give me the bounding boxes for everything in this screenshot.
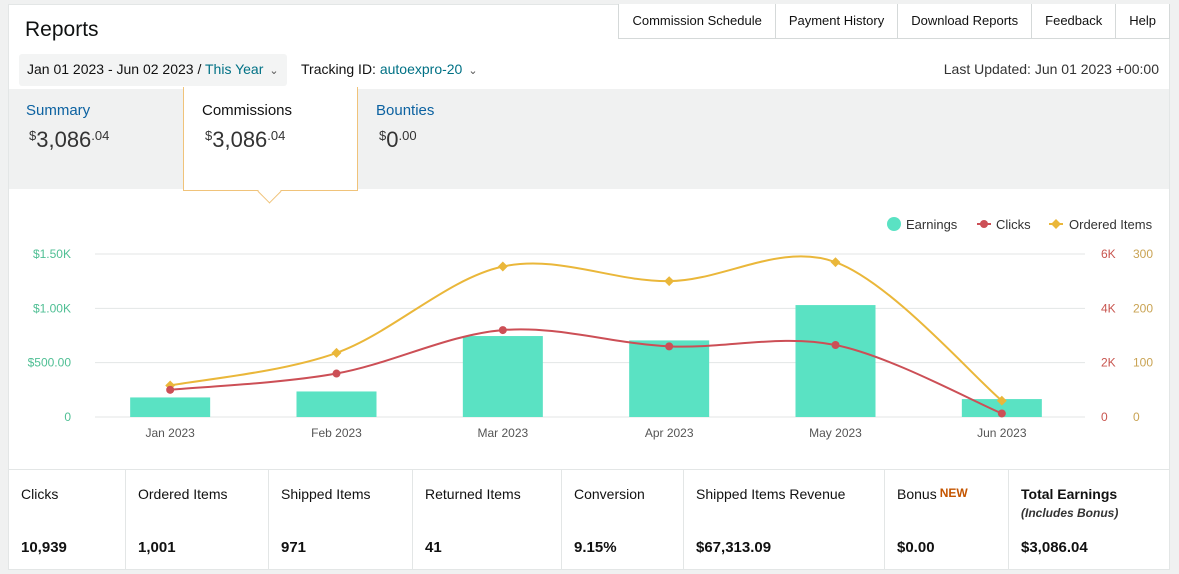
earnings-chart: 0 0 0 $500.00 2K 100 $1.00K 4K 200 $1.50K 6K 300 Jan… [28,217,1153,440]
stat-ordered-items: Ordered Items 1,001 [125,470,268,570]
stat-total-earnings-label: Total Earnings [1021,486,1118,502]
reports-panel: Reports Commission Schedule Payment Hist… [8,4,1170,570]
stat-conversion: Conversion 9.15% [561,470,683,570]
ordered-items-point[interactable] [996,395,1007,406]
legend-ordered-label: Ordered Items [1069,217,1153,232]
date-range-separator: / [193,61,205,77]
x-axis-tick-label: Jun 2023 [977,426,1027,440]
earnings-bar[interactable] [629,340,710,417]
stat-shipped-revenue-value: $67,313.09 [696,539,772,556]
y-axis-right-clicks-tick-label: 2K [1101,356,1116,370]
x-axis-tick-label: Apr 2023 [645,426,694,440]
stat-returned-items-value: 41 [425,539,442,556]
clicks-point[interactable] [831,341,840,350]
tracking-id-dropdown[interactable]: Tracking ID: autoexpro-20 ⌄ [301,54,478,86]
page-title: Reports [25,18,99,41]
stat-total-earnings-note: (Includes Bonus) [1021,506,1119,520]
y-axis-right-items-tick-label: 0 [1133,410,1140,424]
payment-history-link[interactable]: Payment History [774,4,897,38]
earnings-bar[interactable] [296,391,377,417]
stats-bar: Clicks 10,939 Ordered Items 1,001 Shippe… [9,469,1169,570]
help-link[interactable]: Help [1115,4,1169,38]
ordered-items-point[interactable] [664,276,675,287]
tab-commissions-label: Commissions [202,102,293,119]
date-range-dropdown[interactable]: Jan 01 2023 - Jun 02 2023 / This Year ⌄ [19,54,287,86]
legend-earnings-swatch [887,217,901,231]
tab-summary-label: Summary [26,102,91,119]
y-axis-right-clicks-tick-label: 6K [1101,247,1116,261]
tab-commissions[interactable]: Commissions $3,086.04 [183,87,358,204]
tab-summary[interactable]: Summary $3,086.04 [26,89,176,189]
ordered-items-point[interactable] [331,347,342,358]
ordered-items-line [169,255,1003,402]
clicks-point[interactable] [498,326,507,335]
y-axis-right-items-tick-label: 100 [1133,356,1153,370]
feedback-link[interactable]: Feedback [1031,4,1115,38]
new-badge: NEW [939,486,968,500]
stat-shipped-items-value: 971 [281,539,307,556]
stat-returned-items: Returned Items 41 [412,470,561,570]
stat-conversion-value: 9.15% [574,539,617,556]
legend-clicks-label: Clicks [996,217,1031,232]
y-axis-right-items-tick-label: 300 [1133,247,1153,261]
chevron-down-icon: ⌄ [468,65,478,77]
stat-clicks-value: 10,939 [21,539,67,556]
commission-schedule-link[interactable]: Commission Schedule [632,13,762,28]
legend-clicks-swatch [980,220,988,228]
stat-total-earnings: Total Earnings (Includes Bonus) $3,086.0… [1008,470,1169,570]
earnings-bar[interactable] [462,336,543,417]
earnings-bar[interactable] [130,397,211,417]
tracking-id-value: autoexpro-20 [379,61,463,77]
tab-bounties-label: Bounties [376,102,435,119]
tab-summary-amount: $3,086.04 [29,127,110,152]
stat-conversion-label: Conversion [574,486,645,502]
x-axis-tick-label: May 2023 [809,426,862,440]
y-axis-left-tick-label: $1.00K [33,301,71,315]
stat-bonus: Bonus NEW $0.00 [884,470,1008,570]
stat-bonus-value: $0.00 [897,539,935,556]
stat-ordered-items-value: 1,001 [138,539,176,556]
x-axis-tick-label: Mar 2023 [477,426,528,440]
stat-shipped-revenue-label: Shipped Items Revenue [696,486,846,502]
x-axis-tick-label: Feb 2023 [311,426,362,440]
legend-earnings-label: Earnings [906,217,958,232]
y-axis-right-clicks-tick-label: 0 [1101,410,1108,424]
y-axis-left-tick-label: $1.50K [33,247,71,261]
date-preset-text: This Year [205,61,264,77]
tab-bounties[interactable]: Bounties $0.00 [376,89,526,189]
tab-bounties-amount: $0.00 [379,127,417,152]
y-axis-right-items-tick-label: 200 [1133,301,1153,315]
stat-ordered-items-label: Ordered Items [138,486,228,502]
download-reports-link[interactable]: Download Reports [897,4,1031,38]
legend-ordered-swatch [1051,219,1061,229]
tracking-id-label: Tracking ID: [301,61,380,77]
stat-shipped-items-label: Shipped Items [281,486,371,502]
last-updated-text: Last Updated: Jun 01 2023 +00:00 [943,61,1159,77]
stat-returned-items-label: Returned Items [425,486,521,502]
tab-commissions-amount: $3,086.04 [205,127,286,152]
y-axis-right-clicks-tick-label: 4K [1101,301,1116,315]
report-tabs: Summary $3,086.04 Commissions $3,086.04 … [9,87,1169,204]
stat-shipped-revenue: Shipped Items Revenue $67,313.09 [683,470,884,570]
clicks-point[interactable] [997,409,1006,418]
top-nav: Commission Schedule Payment History Down… [618,4,1170,39]
earnings-bar[interactable] [795,305,876,417]
x-axis-tick-label: Jan 2023 [145,426,195,440]
stat-clicks-label: Clicks [21,486,59,502]
stat-clicks: Clicks 10,939 [9,470,125,570]
y-axis-left-tick-label: 0 [64,410,71,424]
ordered-items-point[interactable] [830,257,841,268]
chevron-down-icon: ⌄ [269,65,279,77]
date-range-text: Jan 01 2023 - Jun 02 2023 [27,61,194,77]
stat-bonus-label: Bonus NEW [897,486,968,502]
clicks-point[interactable] [166,385,175,394]
y-axis-left-tick-label: $500.00 [28,356,72,370]
ordered-items-point[interactable] [497,261,508,272]
stat-shipped-items: Shipped Items 971 [268,470,412,570]
clicks-point[interactable] [665,342,674,351]
clicks-point[interactable] [332,369,341,378]
clicks-line [170,328,1003,415]
stat-total-earnings-value: $3,086.04 [1021,539,1088,556]
